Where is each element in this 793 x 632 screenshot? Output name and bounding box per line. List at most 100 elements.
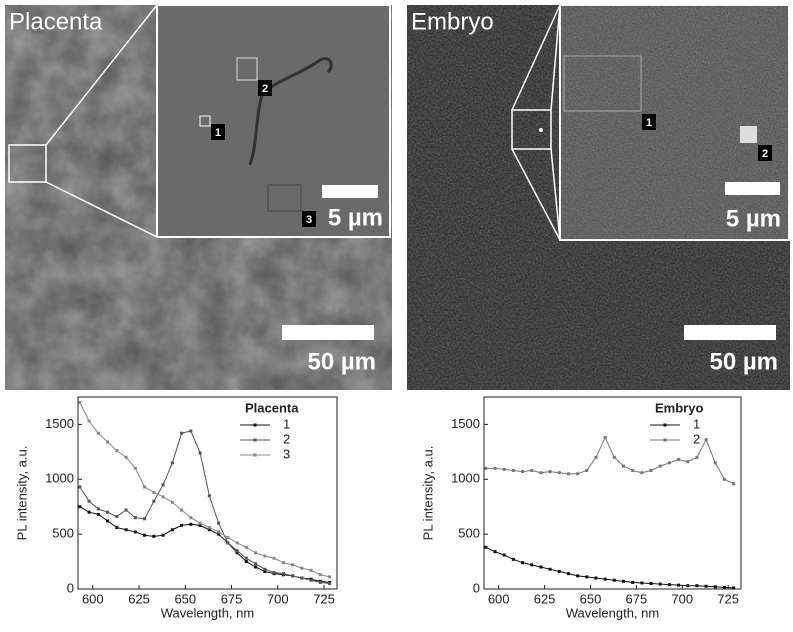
point bbox=[494, 467, 497, 470]
point bbox=[539, 566, 542, 569]
legend-label: 1 bbox=[283, 416, 290, 431]
point bbox=[162, 483, 165, 486]
point bbox=[503, 553, 506, 556]
point bbox=[180, 432, 183, 435]
x-tick-label: 650 bbox=[174, 591, 196, 606]
legend-marker bbox=[254, 439, 257, 442]
point bbox=[226, 536, 229, 539]
point bbox=[558, 471, 561, 474]
point bbox=[631, 469, 634, 472]
point bbox=[585, 575, 588, 578]
point bbox=[189, 430, 192, 433]
point bbox=[134, 467, 137, 470]
point bbox=[208, 494, 211, 497]
placenta-image: Placenta 1 2 3 5 µm 50 µm bbox=[5, 5, 392, 390]
point bbox=[254, 566, 257, 569]
image-title: Placenta bbox=[9, 8, 103, 35]
y-axis-title: PL intensity, a.u. bbox=[14, 446, 29, 541]
point bbox=[236, 541, 239, 544]
point bbox=[88, 500, 91, 503]
y-tick-label: 1500 bbox=[451, 416, 480, 431]
point bbox=[705, 585, 708, 588]
legend-marker bbox=[664, 439, 667, 442]
point bbox=[668, 461, 671, 464]
region-label: 2 bbox=[762, 148, 768, 160]
point bbox=[695, 456, 698, 459]
point bbox=[686, 584, 689, 587]
point bbox=[171, 528, 174, 531]
point bbox=[328, 575, 331, 578]
scale-label: 50 µm bbox=[709, 348, 778, 375]
point bbox=[576, 574, 579, 577]
point bbox=[576, 472, 579, 475]
x-tick-label: 625 bbox=[128, 591, 150, 606]
region-box bbox=[740, 126, 757, 143]
series-line bbox=[80, 431, 330, 584]
point bbox=[217, 530, 220, 533]
point bbox=[530, 469, 533, 472]
point bbox=[705, 438, 708, 441]
figure: Placenta 1 2 3 5 µm 50 µm Embryo 1 2 5 µ… bbox=[0, 0, 793, 632]
point bbox=[97, 507, 100, 510]
point bbox=[199, 522, 202, 525]
point bbox=[245, 557, 248, 560]
point bbox=[567, 472, 570, 475]
point bbox=[125, 528, 128, 531]
scale-bar bbox=[282, 325, 374, 340]
point bbox=[494, 550, 497, 553]
point bbox=[291, 574, 294, 577]
point bbox=[549, 568, 552, 571]
point bbox=[134, 530, 137, 533]
charts: 050010001500600625650675700725Wavelength… bbox=[14, 397, 741, 620]
point bbox=[291, 563, 294, 566]
point bbox=[152, 500, 155, 503]
point bbox=[106, 511, 109, 514]
point bbox=[558, 570, 561, 573]
point bbox=[263, 568, 266, 571]
scale-bar bbox=[322, 185, 378, 198]
point bbox=[521, 561, 524, 564]
x-axis-title: Wavelength, nm bbox=[566, 605, 659, 620]
point bbox=[539, 471, 542, 474]
point bbox=[106, 519, 109, 522]
point bbox=[613, 456, 616, 459]
point bbox=[199, 451, 202, 454]
point bbox=[208, 526, 211, 529]
series-line bbox=[486, 547, 734, 588]
point bbox=[162, 534, 165, 537]
point bbox=[622, 580, 625, 583]
x-tick-label: 600 bbox=[488, 591, 510, 606]
point bbox=[152, 535, 155, 538]
plot-frame bbox=[484, 397, 741, 589]
point bbox=[622, 465, 625, 468]
region-label: 2 bbox=[262, 83, 268, 95]
point bbox=[668, 583, 671, 586]
point bbox=[723, 586, 726, 589]
point bbox=[254, 551, 257, 554]
point bbox=[162, 495, 165, 498]
point bbox=[512, 558, 515, 561]
point bbox=[650, 469, 653, 472]
point bbox=[300, 567, 303, 570]
point bbox=[659, 465, 662, 468]
point bbox=[97, 432, 100, 435]
x-tick-label: 700 bbox=[267, 591, 289, 606]
point bbox=[125, 456, 128, 459]
y-tick-label: 0 bbox=[67, 580, 74, 595]
point bbox=[714, 585, 717, 588]
point bbox=[88, 420, 91, 423]
point bbox=[594, 577, 597, 580]
point bbox=[604, 436, 607, 439]
point bbox=[217, 522, 220, 525]
point bbox=[567, 572, 570, 575]
point bbox=[594, 456, 597, 459]
y-tick-label: 500 bbox=[52, 526, 74, 541]
point bbox=[631, 581, 634, 584]
point bbox=[686, 460, 689, 463]
x-tick-label: 675 bbox=[221, 591, 243, 606]
legend-title: Placenta bbox=[245, 400, 299, 415]
point bbox=[152, 491, 155, 494]
region-label: 1 bbox=[646, 117, 652, 129]
y-tick-label: 0 bbox=[473, 580, 480, 595]
point bbox=[300, 577, 303, 580]
